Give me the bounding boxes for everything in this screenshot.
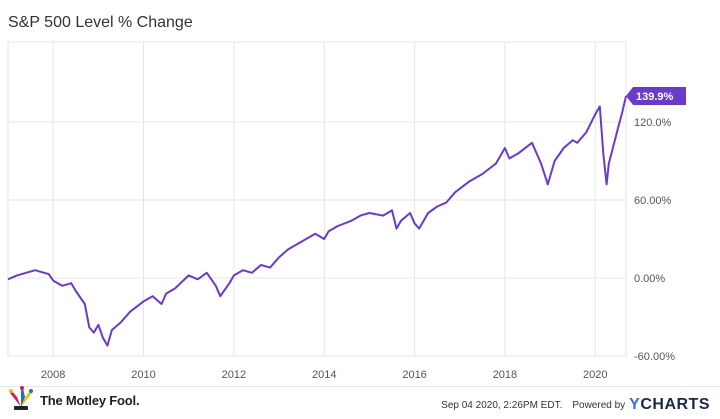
series-group	[7, 95, 627, 347]
chart-area: -60.00% 0.00% 60.00% 120.0% 2008 2010 2012 2014…	[7, 41, 686, 381]
y-tick-label: 0.00%	[634, 273, 665, 285]
label-group: -60.00% 0.00% 60.00% 120.0% 2008 2010 2012 2014…	[41, 87, 686, 381]
footer-divider	[0, 386, 720, 387]
chart-title: S&P 500 Level % Change	[8, 14, 193, 31]
x-tick-label: 2020	[583, 369, 607, 381]
footer-credits: Sep 04 2020, 2:26PM EDT. Powered by YCHA…	[441, 396, 710, 414]
plot-frame	[7, 41, 627, 357]
x-tick-label: 2012	[222, 369, 246, 381]
x-tick-label: 2010	[131, 369, 155, 381]
brand-name: The Motley Fool.	[40, 392, 140, 408]
motley-fool-logo: The Motley Fool.	[6, 385, 140, 415]
y-tick-label: -60.00%	[634, 351, 675, 363]
end-value-tag	[626, 87, 686, 105]
x-tick-label: 2008	[41, 369, 65, 381]
grid-lines	[7, 41, 627, 357]
x-tick-label: 2014	[312, 369, 336, 381]
y-tick-label: 120.0%	[634, 117, 672, 129]
ycharts-logo[interactable]: YCHARTS	[629, 396, 710, 414]
x-tick-label: 2018	[493, 369, 517, 381]
timestamp: Sep 04 2020, 2:26PM EDT.	[441, 399, 563, 411]
powered-by-label: Powered by	[572, 399, 626, 411]
jester-hat-icon	[9, 386, 33, 410]
ycharts-logo-text: CHARTS	[640, 396, 710, 413]
series-line	[7, 95, 627, 347]
end-value-label: 139.9%	[636, 91, 674, 103]
x-tick-label: 2016	[402, 369, 426, 381]
ycharts-logo-y: Y	[629, 396, 641, 413]
y-tick-label: 60.00%	[634, 195, 672, 207]
